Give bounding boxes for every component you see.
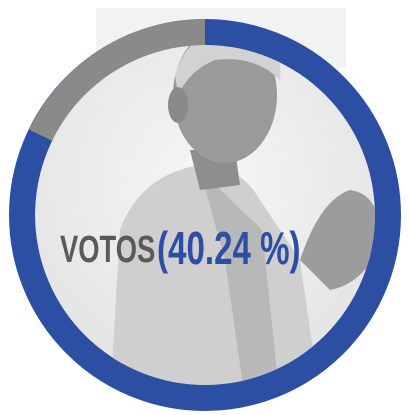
votes-value: (40.24 %) [157, 224, 301, 274]
page: {"label": "VOTOS", "value_text": "(40.24… [0, 0, 410, 415]
votes-label: VOTOS [60, 229, 155, 271]
vote-graphic: VOTOS (40.24 %) [0, 0, 410, 415]
